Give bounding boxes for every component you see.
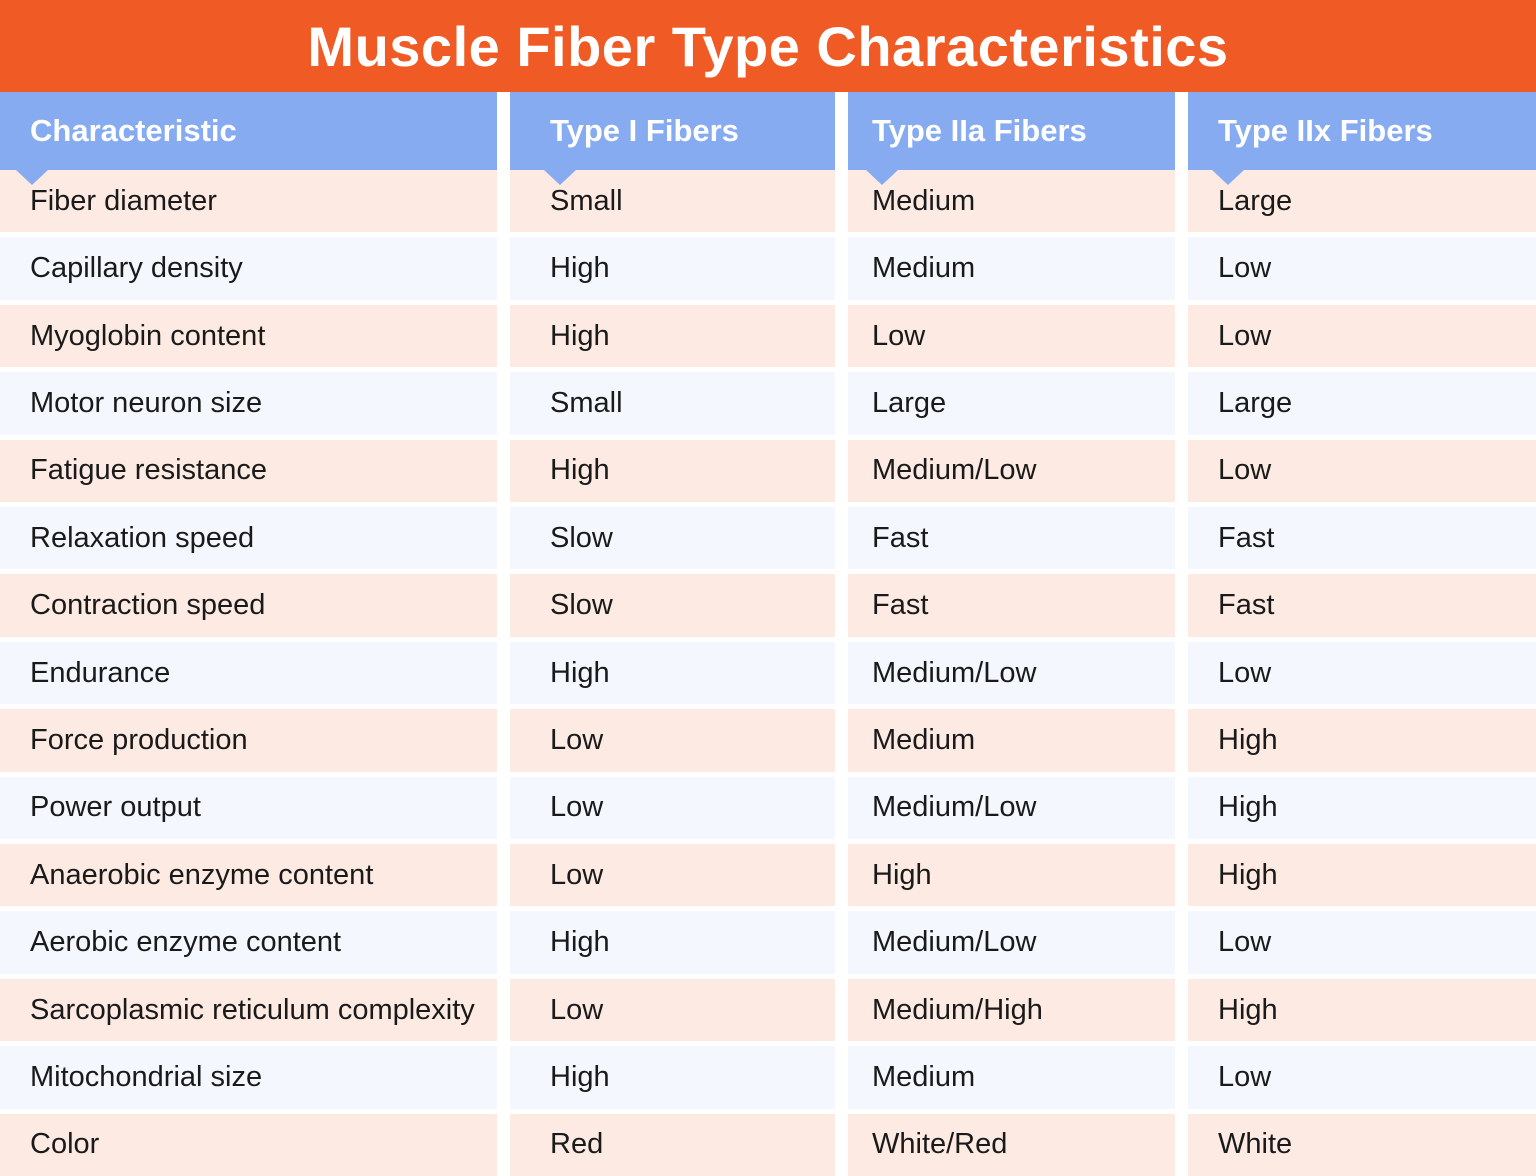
value-cell: Low	[1188, 237, 1536, 300]
value-cell: High	[1188, 844, 1536, 907]
value-cell: White/Red	[848, 1113, 1175, 1176]
value-cell: Medium/High	[848, 978, 1175, 1042]
table-row: Power output Low Medium/Low High	[0, 776, 1536, 840]
row-label-cell: Power output	[0, 776, 497, 840]
value-cell: Small	[510, 372, 835, 435]
value-cell: High	[1188, 776, 1536, 840]
column-header-characteristic: Characteristic	[0, 92, 497, 185]
value-cell: High	[510, 641, 835, 705]
row-label-cell: Anaerobic enzyme content	[0, 844, 497, 907]
column-header-label: Type IIa Fibers	[872, 113, 1087, 148]
value-cell: Large	[1188, 170, 1536, 233]
value-cell: Slow	[510, 574, 835, 637]
header-pointer-icon	[1212, 170, 1244, 185]
row-label-cell: Color	[0, 1113, 497, 1176]
row-label-cell: Force production	[0, 709, 497, 772]
value-cell: Medium/Low	[848, 641, 1175, 705]
column-header-type-iia: Type IIa Fibers	[848, 92, 1175, 185]
table-row: Color Red White/Red White	[0, 1113, 1536, 1176]
row-label-cell: Capillary density	[0, 237, 497, 300]
row-label-cell: Relaxation speed	[0, 507, 497, 570]
table-row: Force production Low Medium High	[0, 709, 1536, 772]
row-label-cell: Fiber diameter	[0, 170, 497, 233]
table-header-row: Characteristic Type I Fibers Type IIa Fi…	[0, 92, 1536, 185]
row-label-cell: Fatigue resistance	[0, 439, 497, 503]
value-cell: High	[510, 911, 835, 974]
value-cell: Low	[1188, 439, 1536, 503]
table-row: Fatigue resistance High Medium/Low Low	[0, 439, 1536, 503]
row-label-cell: Contraction speed	[0, 574, 497, 637]
value-cell: Medium/Low	[848, 439, 1175, 503]
value-cell: Medium/Low	[848, 776, 1175, 840]
row-label-cell: Aerobic enzyme content	[0, 911, 497, 974]
title-bar: Muscle Fiber Type Characteristics	[0, 0, 1536, 92]
table-row: Anaerobic enzyme content Low High High	[0, 844, 1536, 907]
value-cell: High	[1188, 978, 1536, 1042]
value-cell: Slow	[510, 507, 835, 570]
value-cell: Fast	[848, 574, 1175, 637]
column-header-label: Type IIx Fibers	[1218, 113, 1433, 148]
value-cell: High	[510, 439, 835, 503]
row-label-cell: Motor neuron size	[0, 372, 497, 435]
value-cell: Large	[848, 372, 1175, 435]
table-row: Contraction speed Slow Fast Fast	[0, 574, 1536, 637]
value-cell: White	[1188, 1113, 1536, 1176]
value-cell: Medium/Low	[848, 911, 1175, 974]
value-cell: Low	[510, 844, 835, 907]
header-pointer-icon	[866, 170, 898, 185]
table-row: Fiber diameter Small Medium Large	[0, 170, 1536, 233]
column-header-type-iix: Type IIx Fibers	[1188, 92, 1536, 185]
value-cell: Low	[1188, 911, 1536, 974]
table-row: Mitochondrial size High Medium Low	[0, 1046, 1536, 1109]
table-body: Fiber diameter Small Medium Large Capillary …	[0, 170, 1536, 1176]
value-cell: Medium	[848, 1046, 1175, 1109]
value-cell: Fast	[1188, 507, 1536, 570]
header-pointer-icon	[16, 170, 48, 185]
value-cell: Medium	[848, 237, 1175, 300]
value-cell: Medium	[848, 709, 1175, 772]
column-header-type-i: Type I Fibers	[510, 92, 835, 185]
value-cell: High	[848, 844, 1175, 907]
header-pointer-icon	[544, 170, 576, 185]
value-cell: Red	[510, 1113, 835, 1176]
value-cell: Fast	[848, 507, 1175, 570]
value-cell: Low	[510, 776, 835, 840]
value-cell: Low	[510, 709, 835, 772]
column-header-label: Type I Fibers	[550, 113, 739, 148]
table-row: Endurance High Medium/Low Low	[0, 641, 1536, 705]
value-cell: Fast	[1188, 574, 1536, 637]
column-header-label: Characteristic	[30, 113, 237, 148]
table-row: Sarcoplasmic reticulum complexity Low Medi…	[0, 978, 1536, 1042]
table-row: Capillary density High Medium Low	[0, 237, 1536, 300]
table-row: Myoglobin content High Low Low	[0, 304, 1536, 368]
row-label-cell: Mitochondrial size	[0, 1046, 497, 1109]
value-cell: Low	[510, 978, 835, 1042]
value-cell: Low	[848, 304, 1175, 368]
value-cell: High	[1188, 709, 1536, 772]
value-cell: Medium	[848, 170, 1175, 233]
value-cell: High	[510, 1046, 835, 1109]
row-label-cell: Sarcoplasmic reticulum complexity	[0, 978, 497, 1042]
value-cell: Low	[1188, 1046, 1536, 1109]
value-cell: High	[510, 304, 835, 368]
table-row: Relaxation speed Slow Fast Fast	[0, 507, 1536, 570]
value-cell: Low	[1188, 641, 1536, 705]
value-cell: Large	[1188, 372, 1536, 435]
value-cell: High	[510, 237, 835, 300]
value-cell: Low	[1188, 304, 1536, 368]
table-row: Motor neuron size Small Large Large	[0, 372, 1536, 435]
row-label-cell: Endurance	[0, 641, 497, 705]
row-label-cell: Myoglobin content	[0, 304, 497, 368]
page-title: Muscle Fiber Type Characteristics	[307, 14, 1229, 78]
table-row: Aerobic enzyme content High Medium/Low Low	[0, 911, 1536, 974]
